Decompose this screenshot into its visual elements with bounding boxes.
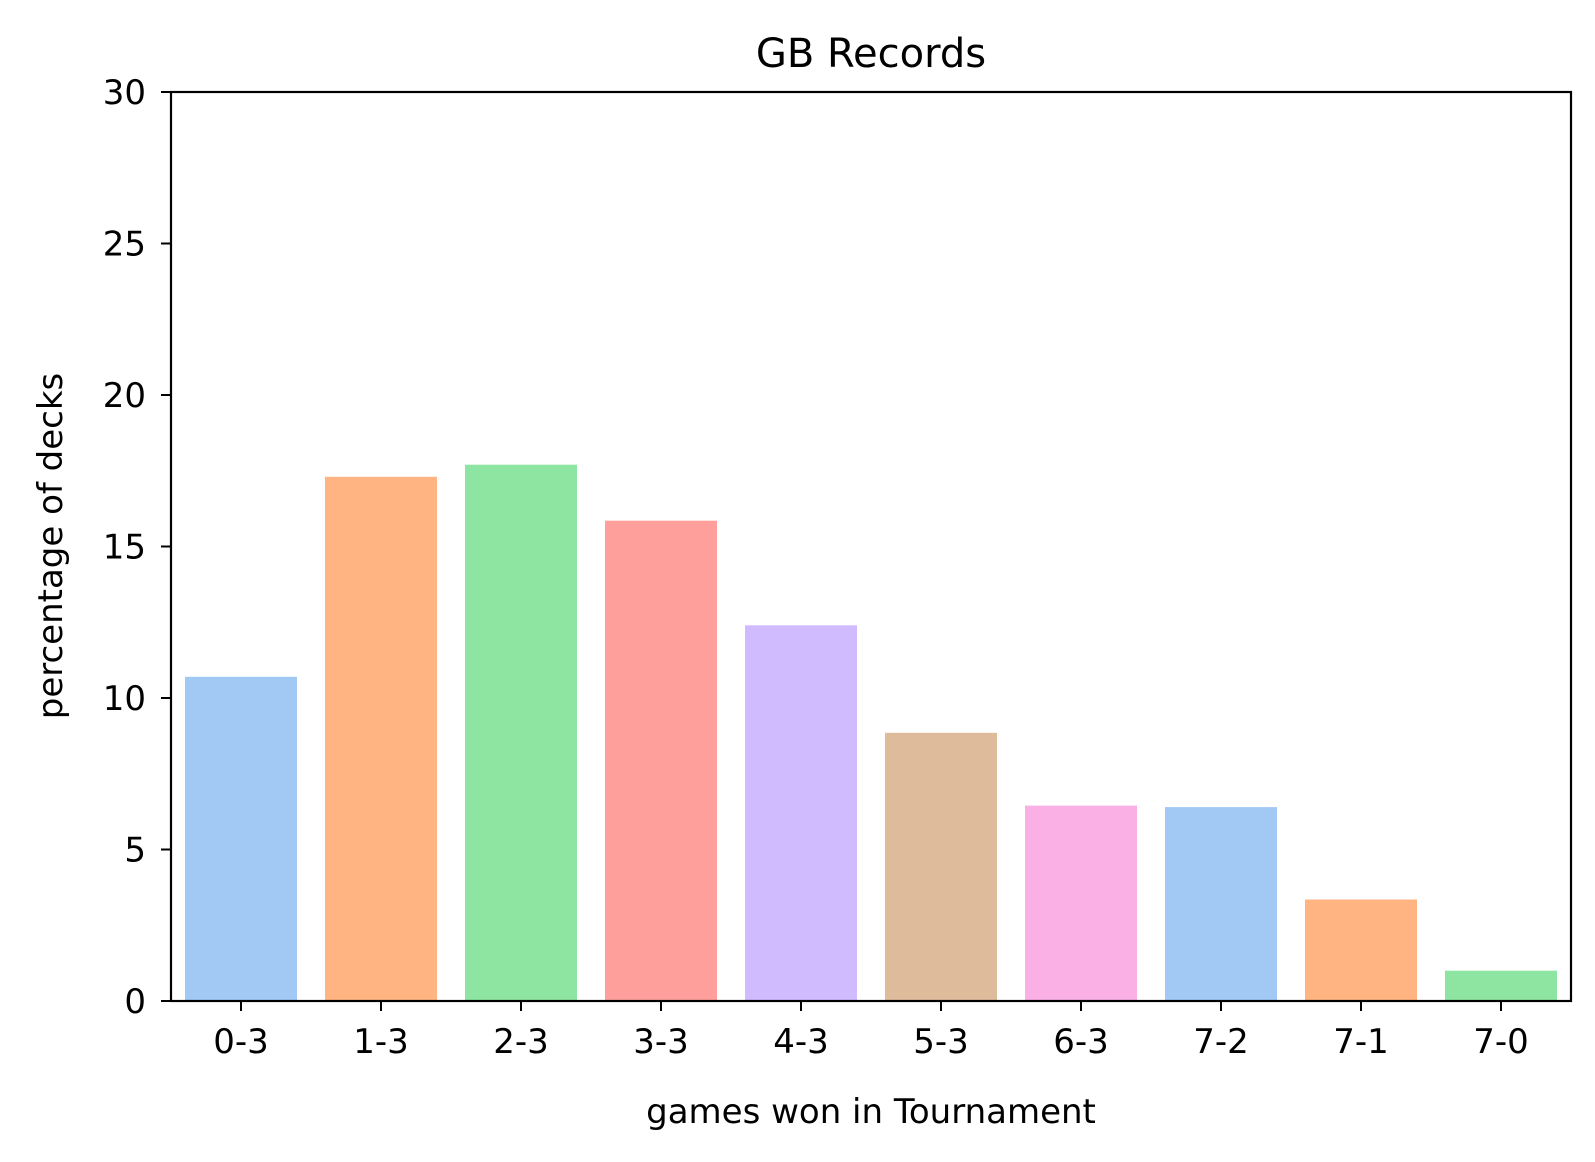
bar-1-3	[325, 476, 437, 1001]
x-tick-label: 7-2	[1193, 1022, 1249, 1062]
y-tick-label: 30	[103, 73, 146, 113]
x-axis-ticks: 0-3 1-3 2-3 3-3 4-3 5-3 6-3 7-2 7-1 7-0	[213, 1001, 1529, 1062]
bar-6-3	[1025, 805, 1137, 1001]
y-tick-label: 15	[103, 528, 146, 568]
x-tick-label: 3-3	[633, 1022, 689, 1062]
x-tick-label: 4-3	[773, 1022, 829, 1062]
bars-group	[185, 464, 1557, 1001]
y-tick-label: 25	[103, 225, 146, 265]
x-axis-label: games won in Tournament	[646, 1092, 1096, 1132]
y-tick-label: 20	[103, 376, 146, 416]
plot-frame	[169, 90, 1573, 1003]
y-tick-label: 0	[124, 982, 146, 1022]
bar-7-2	[1165, 807, 1277, 1001]
x-tick-label: 0-3	[213, 1022, 269, 1062]
bar-5-3	[885, 732, 997, 1001]
x-tick-label: 6-3	[1053, 1022, 1109, 1062]
x-tick-label: 2-3	[493, 1022, 549, 1062]
bar-7-1	[1305, 899, 1417, 1001]
bar-2-3	[465, 464, 577, 1001]
bar-0-3	[185, 676, 297, 1001]
y-tick-label: 5	[124, 831, 146, 871]
bar-3-3	[605, 520, 717, 1001]
y-axis-ticks: 0 5 10 15 20 25 30	[103, 73, 171, 1022]
y-tick-label: 10	[103, 679, 146, 719]
bar-7-0	[1445, 970, 1557, 1001]
bar-4-3	[745, 625, 857, 1001]
x-tick-label: 7-0	[1473, 1022, 1529, 1062]
y-axis-label: percentage of decks	[31, 373, 71, 720]
x-tick-label: 1-3	[353, 1022, 409, 1062]
x-tick-label: 7-1	[1333, 1022, 1389, 1062]
chart-title: GB Records	[756, 31, 986, 77]
x-tick-label: 5-3	[913, 1022, 969, 1062]
